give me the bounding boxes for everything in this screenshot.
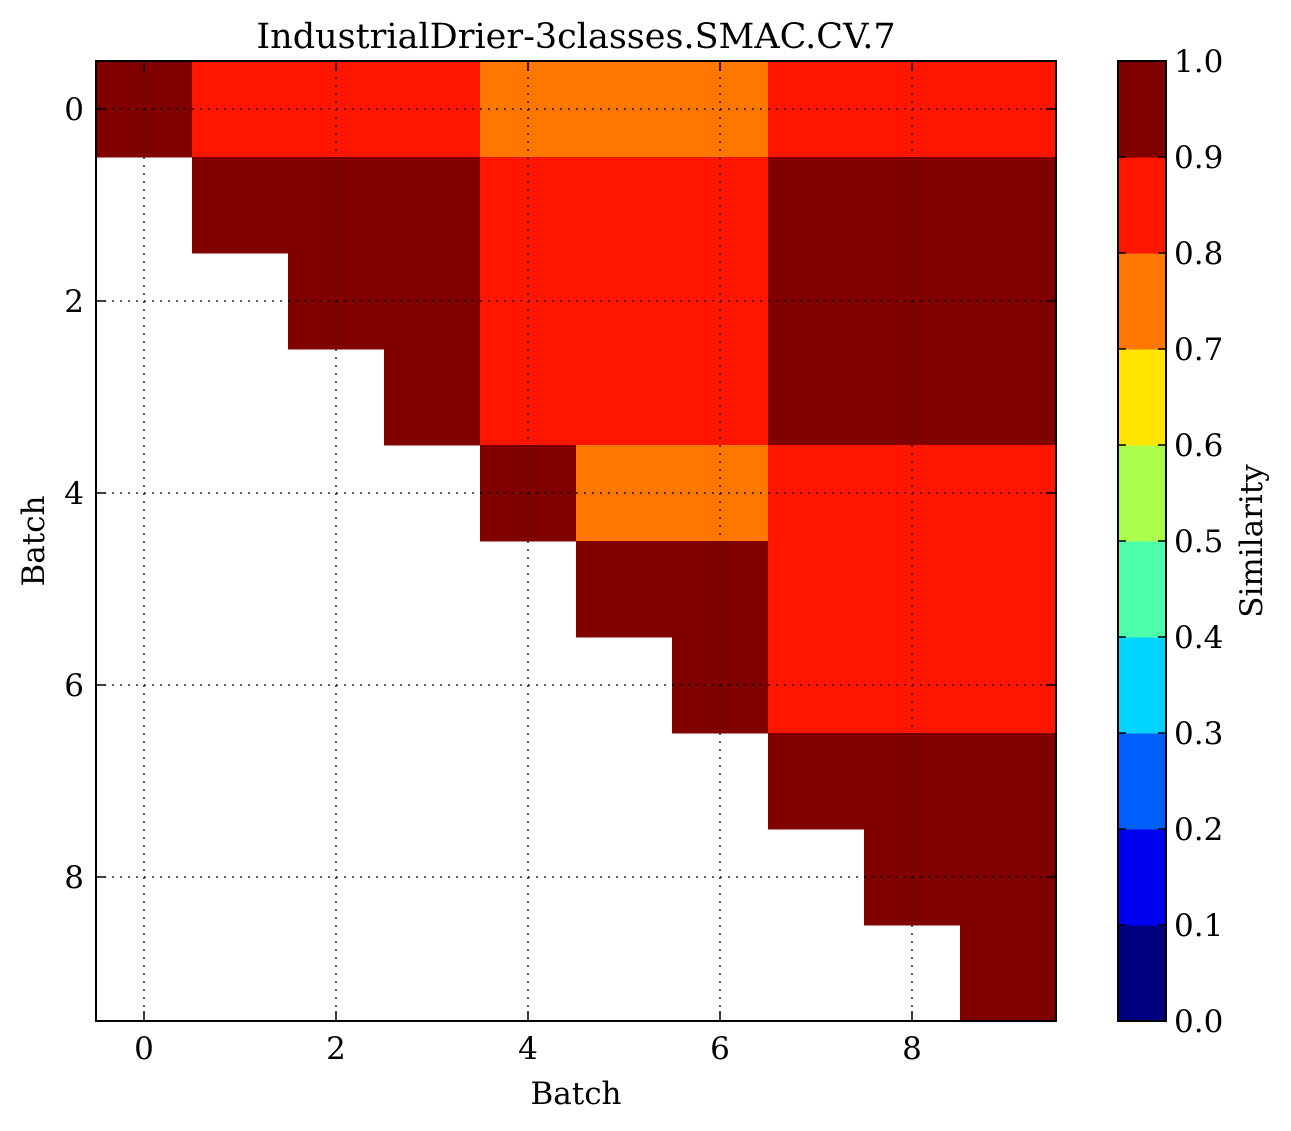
x-tick-label: 6 [710,1031,730,1067]
heatmap-cell [384,157,481,254]
y-tick-label: 4 [64,476,84,512]
x-axis-label: Batch [530,1076,621,1112]
colorbar-tick-label: 0.9 [1174,140,1223,176]
heatmap-cell [960,541,1057,638]
colorbar-tick-label: 0.0 [1174,1004,1223,1040]
y-axis-label: Batch [16,495,52,586]
colorbar-segment [1118,157,1166,254]
heatmap-cell [576,541,673,638]
x-axis: 0 2 4 6 8 [134,61,922,1067]
colorbar-segment [1118,829,1166,926]
y-tick-label: 0 [64,92,84,128]
colorbar-segment [1118,733,1166,830]
colorbar-segment [1118,541,1166,638]
heatmap-cell [576,349,673,446]
heatmap-cell [960,349,1057,446]
colorbar-segment [1118,61,1166,158]
colorbar-tick-label: 0.6 [1174,428,1223,464]
x-tick-label: 0 [134,1031,154,1067]
y-tick-label: 8 [64,860,84,896]
heatmap-cell [768,541,865,638]
heatmap-cell [960,925,1057,1022]
heatmap-cell [768,733,865,830]
colorbar-tick-label: 0.5 [1174,524,1223,560]
colorbar: 0.0 0.1 0.2 0.3 0.4 0.5 0.6 0.7 0.8 0.9 1.0 [1117,44,1223,1040]
colorbar-segment [1118,637,1166,734]
colorbar-segment [1118,253,1166,350]
x-tick-label: 4 [518,1031,538,1067]
colorbar-tick-label: 0.7 [1174,332,1223,368]
heatmap-cell [768,349,865,446]
heatmap-cell [960,157,1057,254]
heatmap-cell [960,733,1057,830]
colorbar-tick-label: 1.0 [1174,44,1223,80]
grid-lines [96,61,1056,1021]
y-axis: 0 2 4 6 8 [64,92,1056,896]
x-tick-label: 8 [902,1031,922,1067]
plot-frame [95,60,1057,1022]
colorbar-tick-label: 0.3 [1174,716,1223,752]
colorbar-segment [1118,445,1166,542]
colorbar-segment [1118,349,1166,446]
x-tick-label: 2 [326,1031,346,1067]
colorbar-tick-label: 0.8 [1174,236,1223,272]
heatmap-cell [768,157,865,254]
colorbar-label: Similarity [1234,464,1270,618]
heatmap-cell [192,157,289,254]
y-tick-label: 2 [64,284,84,320]
heatmap-cell [384,349,481,446]
colorbar-segment [1118,925,1166,1022]
colorbar-tick-label: 0.1 [1174,908,1223,944]
chart-title: IndustrialDrier-3classes.SMAC.CV.7 [256,17,895,57]
colorbar-tick-label: 0.4 [1174,620,1223,656]
heatmap-cell [576,157,673,254]
y-tick-label: 6 [64,668,84,704]
colorbar-tick-label: 0.2 [1174,812,1223,848]
